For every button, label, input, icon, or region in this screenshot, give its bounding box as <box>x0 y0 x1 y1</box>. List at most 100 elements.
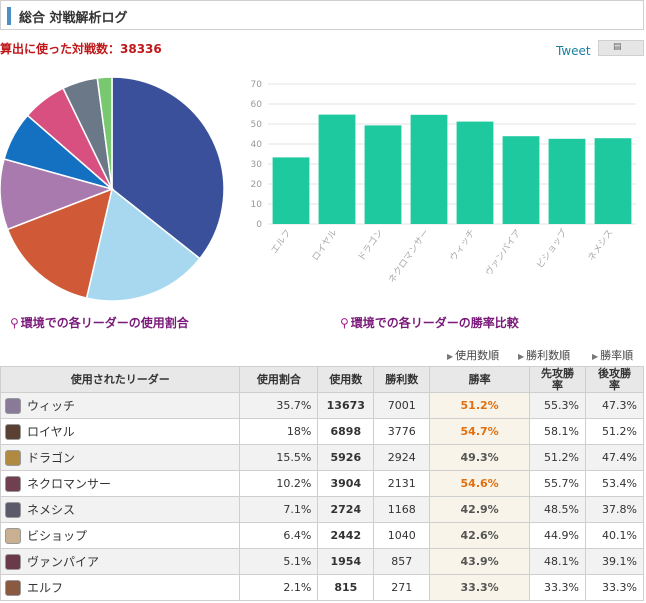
y-tick-label: 40 <box>251 140 263 150</box>
triangle-right-icon: ▶ <box>447 352 454 361</box>
wins-cell: 7001 <box>373 392 431 419</box>
y-tick-label: 60 <box>251 100 263 110</box>
table-row: エルフ 2.1% 815 271 33.3% 33.3% 33.3% <box>0 574 645 601</box>
second-rate-cell: 53.4% <box>584 470 645 497</box>
winrate-bar <box>502 136 540 224</box>
bar-caption: ⚲ 環境での各リーダーの勝率比較 <box>340 316 519 330</box>
col-rate: 勝率 <box>429 366 531 393</box>
second-rate-cell: 37.8% <box>584 496 645 523</box>
x-tick-label: エルフ <box>270 228 294 256</box>
share-cell: 5.1% <box>239 548 319 575</box>
leader-avatar-icon <box>5 475 21 492</box>
wins-cell: 1040 <box>373 522 431 549</box>
y-tick-label: 0 <box>256 220 262 230</box>
rate-cell: 42.9% <box>429 496 531 523</box>
leader-name: ネメシス <box>27 503 76 517</box>
first-rate-cell: 44.9% <box>529 522 586 549</box>
wins-cell: 3776 <box>373 418 431 445</box>
share-cell: 35.7% <box>239 392 319 419</box>
leader-avatar-icon <box>5 501 21 518</box>
leader-avatar-icon <box>5 397 21 414</box>
wins-cell: 857 <box>373 548 431 575</box>
table-row: ビショップ 6.4% 2442 1040 42.6% 44.9% 40.1% <box>0 522 645 549</box>
leader-name: ドラゴン <box>27 451 76 465</box>
x-tick-label: ロイヤル <box>311 228 340 263</box>
x-tick-label: ビショップ <box>535 227 570 270</box>
tweet-link[interactable]: Tweet <box>556 44 591 58</box>
sort-by-count[interactable]: ▶ 使用数順 <box>447 349 500 362</box>
second-rate-cell: 47.4% <box>584 444 645 471</box>
x-tick-label: ウィッチ <box>448 227 478 263</box>
first-rate-cell: 33.3% <box>529 574 586 601</box>
winrate-bar <box>364 125 402 224</box>
pie-caption: ⚲ 環境での各リーダーの使用割合 <box>10 316 189 330</box>
winrate-bar <box>410 114 448 224</box>
table-row: ネメシス 7.1% 2724 1168 42.9% 48.5% 37.8% <box>0 496 645 523</box>
leader-avatar-icon <box>5 553 21 570</box>
triangle-right-icon: ▶ <box>518 352 525 361</box>
map-pin-icon: ⚲ <box>340 316 349 330</box>
table-row: ヴァンパイア 5.1% 1954 857 43.9% 48.1% 39.1% <box>0 548 645 575</box>
winrate-bar-chart: 0 10 20 30 40 50 60 70 エルフ ロイヤル ドラゴン ネクロマンサー ウィッチ ヴァン… <box>251 80 636 285</box>
leader-name: エルフ <box>27 581 64 595</box>
triangle-right-icon: ▶ <box>592 352 599 361</box>
rate-cell: 51.2% <box>429 392 531 419</box>
winrate-bar <box>318 114 356 224</box>
leader-name: ネクロマンサー <box>27 477 112 491</box>
count-cell: 3904 <box>317 470 375 497</box>
first-rate-cell: 58.1% <box>529 418 586 445</box>
winrate-bar <box>548 138 586 224</box>
page-title: 総合 対戦解析ログ <box>19 11 128 26</box>
table-row: ロイヤル 18% 6898 3776 54.7% 58.1% 51.2% <box>0 418 645 445</box>
title-accent <box>7 7 11 25</box>
x-tick-label: ヴァンパイア <box>483 227 524 278</box>
table-header-row: 使用されたリーダー 使用割合 使用数 勝利数 勝率 先攻勝 率 後攻勝 率 <box>0 366 645 393</box>
table-row: ウィッチ 35.7% 13673 7001 51.2% 55.3% 47.3% <box>0 392 645 419</box>
winrate-bar <box>456 121 494 224</box>
leader-name: ビショップ <box>27 529 88 543</box>
pie-slice <box>111 76 225 260</box>
col-leader: 使用されたリーダー <box>0 366 241 393</box>
y-tick-label: 20 <box>251 180 263 190</box>
leader-name: ウィッチ <box>27 399 76 413</box>
col-first: 先攻勝 率 <box>529 366 586 393</box>
leader-cell: エルフ <box>0 574 241 601</box>
count-cell: 13673 <box>317 392 375 419</box>
x-tick-label: ネメシス <box>586 227 616 263</box>
y-tick-label: 70 <box>251 80 263 90</box>
first-rate-cell: 51.2% <box>529 444 586 471</box>
count-cell: 6898 <box>317 418 375 445</box>
rate-cell: 33.3% <box>429 574 531 601</box>
wins-cell: 271 <box>373 574 431 601</box>
wins-cell: 2131 <box>373 470 431 497</box>
pie-slice <box>6 187 114 299</box>
leader-avatar-icon <box>5 423 21 440</box>
usage-pie-chart <box>0 76 225 302</box>
sort-by-wins[interactable]: ▶ 勝利数順 <box>518 349 571 362</box>
leader-avatar-icon <box>5 579 21 596</box>
pie-slice <box>0 158 115 231</box>
count-cell: 1954 <box>317 548 375 575</box>
x-tick-label: ドラゴン <box>355 227 385 263</box>
sort-by-rate[interactable]: ▶ 勝率順 <box>592 349 634 362</box>
leader-avatar-icon <box>5 449 21 466</box>
battle-count-summary: 算出に使った対戦数：38336 <box>0 42 162 56</box>
share-cell: 15.5% <box>239 444 319 471</box>
share-cell: 7.1% <box>239 496 319 523</box>
leader-cell: ビショップ <box>0 522 241 549</box>
col-count: 使用数 <box>317 366 375 393</box>
winrate-bar <box>272 157 310 224</box>
y-tick-label: 30 <box>251 160 263 170</box>
y-tick-label: 50 <box>251 120 263 130</box>
table-row: ネクロマンサー 10.2% 3904 2131 54.6% 55.7% 53.4% <box>0 470 645 497</box>
first-rate-cell: 48.5% <box>529 496 586 523</box>
second-rate-cell: 47.3% <box>584 392 645 419</box>
count-cell: 815 <box>317 574 375 601</box>
bookmark-button[interactable]: ▤ <box>598 40 644 56</box>
wins-cell: 1168 <box>373 496 431 523</box>
rate-cell: 54.6% <box>429 470 531 497</box>
second-rate-cell: 40.1% <box>584 522 645 549</box>
leader-name: ヴァンパイア <box>27 555 100 569</box>
leader-cell: ネクロマンサー <box>0 470 241 497</box>
leader-name: ロイヤル <box>27 425 75 439</box>
